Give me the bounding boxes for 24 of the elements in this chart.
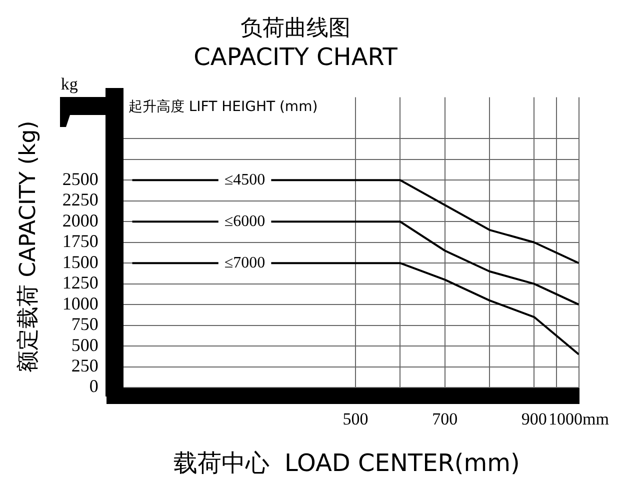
chart-title: 负荷曲线图 (240, 16, 350, 41)
y-axis-title: 额定载荷 CAPACITY (kg) (16, 120, 41, 372)
series-label: ≤6000 (224, 212, 266, 230)
x-tick-label: 700 (432, 409, 458, 428)
chart-subtitle: CAPACITY CHART (194, 43, 398, 72)
y-tick-label: 0 (89, 376, 98, 396)
y-tick-label: 500 (71, 334, 98, 355)
x-axis-title: 载荷中心 LOAD CENTER(mm) (173, 448, 520, 477)
y-tick-label: 2500 (62, 168, 98, 189)
x-tick-label: 500 (342, 409, 368, 428)
y-tick-label: 250 (71, 356, 98, 376)
y-tick-label: 1750 (62, 231, 98, 252)
series-label: ≤4500 (224, 171, 266, 188)
legend-title: 起升高度 LIFT HEIGHT (mm) (128, 98, 318, 115)
y-tick-label: 2250 (62, 190, 98, 210)
text: kg (60, 74, 78, 94)
series-label: ≤7000 (224, 254, 266, 272)
y-tick-label: 2000 (62, 210, 98, 230)
y-tick-label: 1000 (62, 293, 98, 314)
y-tick-label: 750 (71, 314, 98, 334)
x-tick-label: 1000mm (548, 409, 610, 428)
x-tick-label: 900 (521, 409, 547, 428)
y-tick-label: 1500 (62, 252, 98, 272)
y-tick-label: 1250 (62, 272, 98, 293)
